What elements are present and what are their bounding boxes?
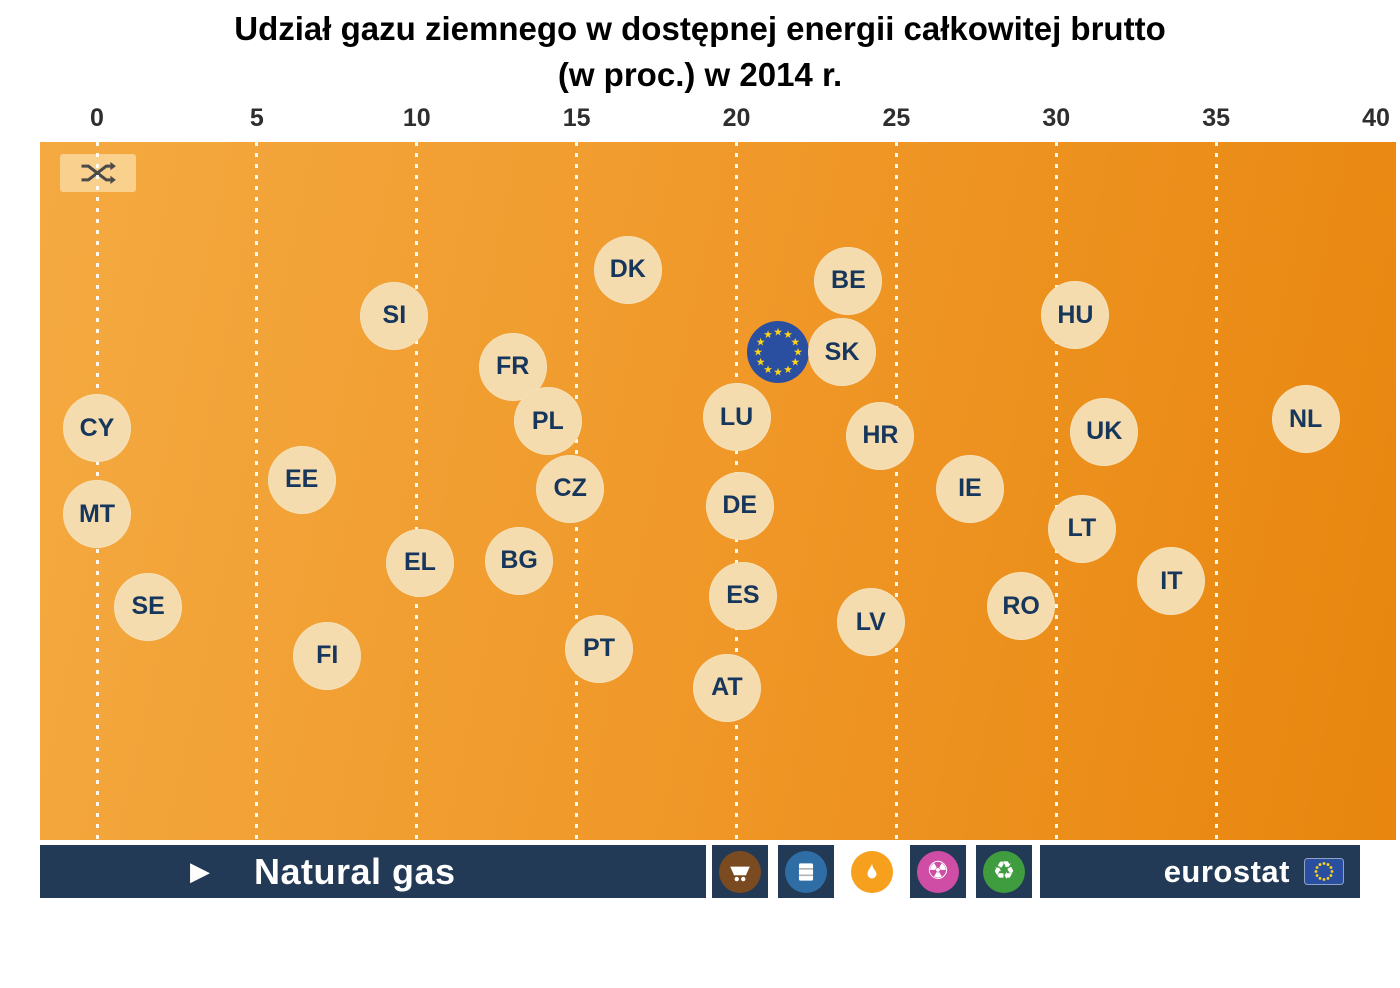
country-bubble-es[interactable]: ES (708, 561, 777, 630)
gridline-10 (415, 142, 419, 840)
coal-icon (719, 850, 761, 893)
category-oil-button[interactable] (778, 845, 834, 898)
series-bar: ▶ Natural gas (40, 845, 706, 898)
country-bubble-si[interactable]: SI (360, 281, 429, 350)
renewables-icon: ♻ (983, 850, 1025, 893)
country-bubble-at[interactable]: AT (692, 653, 761, 722)
series-label: Natural gas (254, 850, 456, 892)
toolbar: ▶ Natural gas (40, 845, 1396, 898)
svg-text:★: ★ (754, 347, 763, 357)
play-button[interactable]: ▶ (190, 856, 210, 886)
country-bubble-fr[interactable]: FR (478, 332, 547, 401)
country-bubble-de[interactable]: DE (705, 471, 774, 540)
x-tick-label-30: 30 (1042, 104, 1071, 132)
x-tick-label-25: 25 (882, 104, 911, 132)
country-bubble-hr[interactable]: HR (846, 401, 915, 470)
x-tick-label-20: 20 (722, 104, 751, 132)
country-bubble-sk[interactable]: SK (808, 318, 877, 387)
svg-text:★: ★ (764, 364, 773, 374)
nuclear-icon: ☢ (917, 850, 959, 893)
country-bubble-hu[interactable]: HU (1041, 281, 1110, 350)
country-bubble-it[interactable]: IT (1137, 547, 1206, 616)
svg-text:★: ★ (757, 357, 766, 367)
country-bubble-eu[interactable]: ★ ★ ★ ★ ★ ★ ★ ★ ★ ★ ★ ★ (747, 321, 810, 384)
svg-text:★: ★ (784, 330, 793, 340)
country-bubble-el[interactable]: EL (385, 528, 454, 597)
country-bubble-ro[interactable]: RO (987, 572, 1056, 641)
gridline-5 (255, 142, 259, 840)
country-bubble-lv[interactable]: LV (836, 588, 905, 657)
category-renewables-button[interactable]: ♻ (976, 845, 1032, 898)
chart-title-line2: (w proc.) w 2014 r. (557, 56, 843, 93)
x-tick-label-40: 40 (1362, 104, 1390, 132)
plot-area: CY MT SE EE FI SI EL FR BG PL CZ PT DK AT LU DE ES ★ ★ ★ ★ ★ ★… (40, 142, 1396, 840)
x-tick-label-35: 35 (1202, 104, 1231, 132)
country-bubble-mt[interactable]: MT (63, 480, 131, 549)
x-tick-label-15: 15 (562, 104, 591, 132)
eurostat-bar: eurostat (1040, 845, 1360, 898)
category-nuclear-button[interactable]: ☢ (910, 845, 966, 898)
country-bubble-ie[interactable]: IE (935, 454, 1004, 523)
svg-text:★: ★ (791, 337, 800, 347)
country-bubble-bg[interactable]: BG (485, 526, 554, 595)
category-coal-button[interactable] (712, 845, 768, 898)
gridline-35 (1214, 142, 1218, 840)
country-bubble-se[interactable]: SE (114, 572, 183, 641)
country-bubble-be[interactable]: BE (814, 246, 883, 315)
gas-flame-icon (851, 850, 893, 893)
svg-text:★: ★ (774, 367, 783, 377)
svg-text:★: ★ (757, 337, 766, 347)
category-natural-gas-button[interactable] (844, 845, 900, 898)
country-bubble-pt[interactable]: PT (565, 614, 633, 683)
oil-barrel-icon (785, 850, 827, 893)
svg-text:★: ★ (774, 327, 783, 337)
x-tick-label-10: 10 (402, 104, 431, 132)
eu-flag-icon (1304, 858, 1344, 885)
country-bubble-lu[interactable]: LU (702, 383, 771, 451)
country-bubble-cz[interactable]: CZ (536, 454, 605, 523)
svg-text:★: ★ (791, 357, 800, 367)
eu-flag-bubble-icon: ★ ★★★★★★★★★★★ (747, 321, 810, 384)
svg-text:★: ★ (784, 364, 793, 374)
eurostat-logo: eurostat (1163, 853, 1290, 889)
x-tick-label-0: 0 (90, 104, 104, 132)
chart-title: Udział gazu ziemnego w dostępnej energii… (0, 6, 1400, 98)
gridline-30 (1054, 142, 1058, 840)
country-bubble-lt[interactable]: LT (1047, 494, 1116, 563)
svg-text:★: ★ (794, 347, 803, 357)
country-bubble-ee[interactable]: EE (267, 445, 336, 514)
svg-text:★: ★ (764, 330, 773, 340)
country-bubble-uk[interactable]: UK (1070, 397, 1139, 466)
x-axis: 0 5 10 15 20 25 30 35 40 (0, 104, 1400, 140)
country-bubble-nl[interactable]: NL (1271, 385, 1340, 454)
country-bubble-dk[interactable]: DK (593, 235, 662, 304)
country-bubble-fi[interactable]: FI (293, 621, 362, 690)
gridline-25 (894, 142, 898, 840)
country-bubble-cy[interactable]: CY (63, 394, 131, 463)
x-tick-label-5: 5 (249, 104, 264, 132)
chart-title-line1: Udział gazu ziemnego w dostępnej energii… (234, 10, 1166, 47)
country-bubble-pl[interactable]: PL (513, 387, 582, 456)
